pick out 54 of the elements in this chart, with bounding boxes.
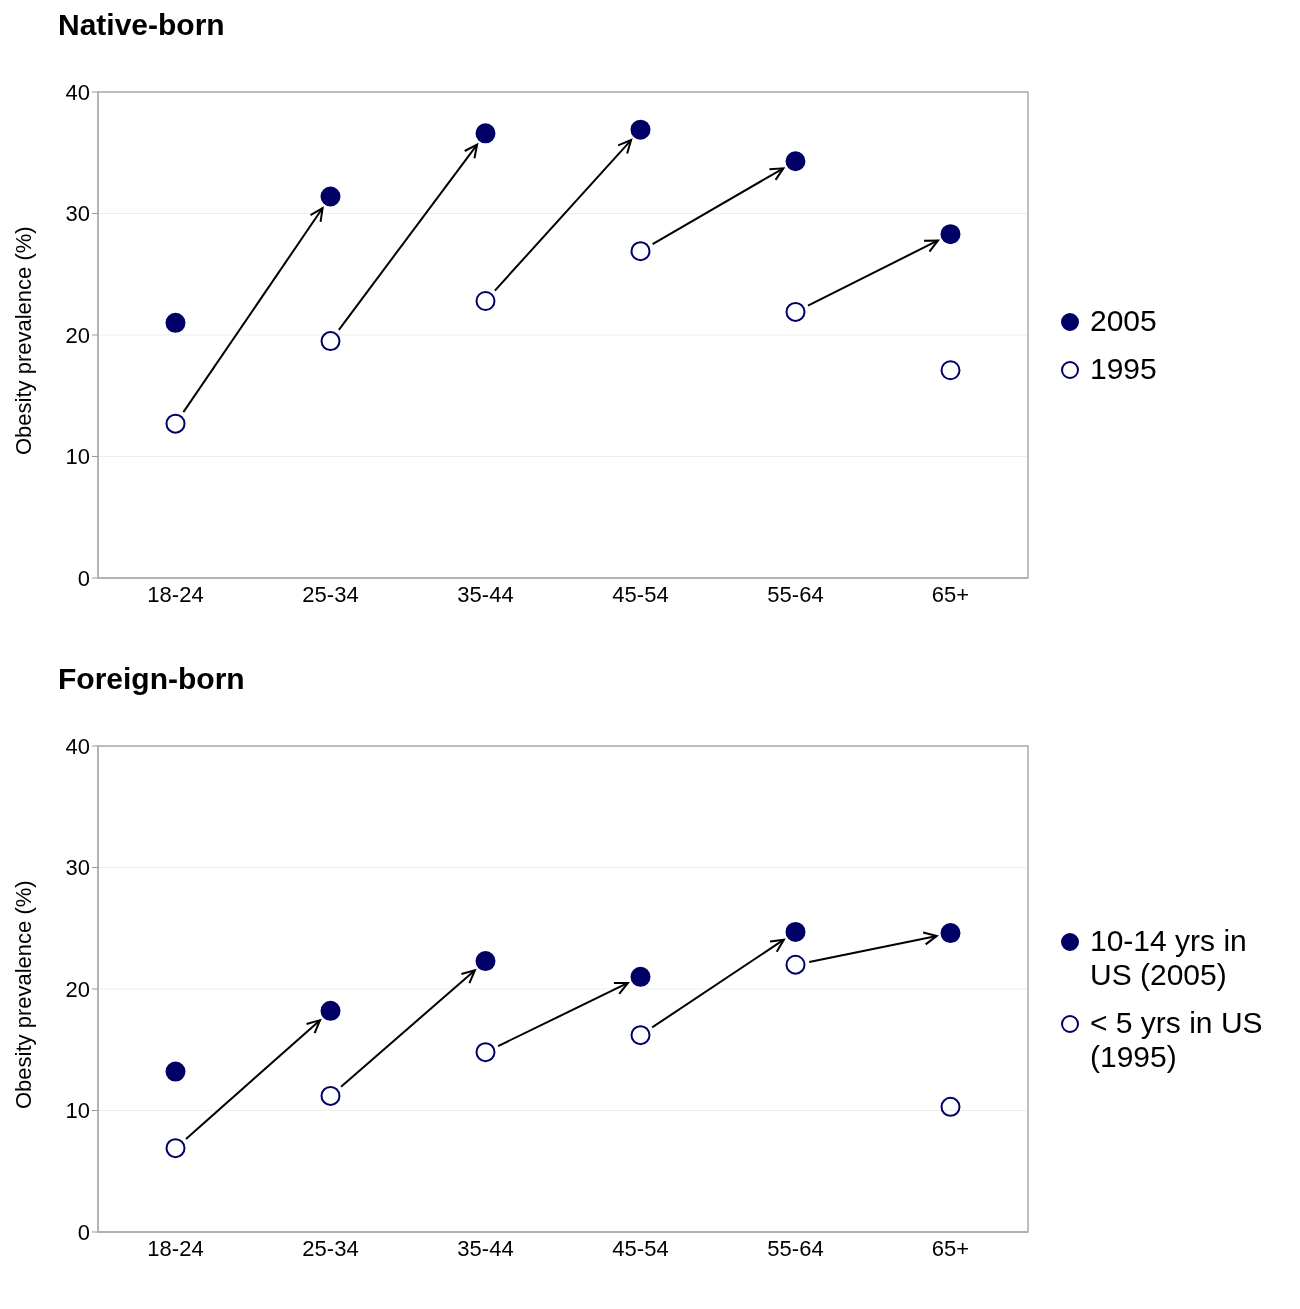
point xyxy=(785,954,806,975)
x-tick-label: 55-64 xyxy=(767,1235,824,1261)
point xyxy=(475,951,496,972)
point xyxy=(165,1138,186,1159)
point xyxy=(165,413,186,434)
point xyxy=(630,966,651,987)
x-tick-label: 35-44 xyxy=(457,1235,514,1261)
x-tick-label: 65+ xyxy=(931,1235,970,1261)
point xyxy=(320,331,341,352)
x-tick-label: 25-34 xyxy=(302,1235,359,1261)
legend-label: < 5 yrs in US (1995) xyxy=(1090,1006,1264,1074)
chart-title: Native-born xyxy=(58,8,226,42)
legend-label: 1995 xyxy=(1090,352,1157,386)
x-tick-label: 55-64 xyxy=(767,581,824,607)
x-tick-label: 65+ xyxy=(931,581,970,607)
y-tick-label: 0 xyxy=(77,565,90,591)
point xyxy=(630,1025,651,1046)
y-axis-title: Obesity prevalence (%) xyxy=(10,880,36,1109)
point xyxy=(940,224,961,245)
y-tick-label: 10 xyxy=(65,1098,90,1124)
point xyxy=(940,923,961,944)
legend-label: 2005 xyxy=(1090,304,1157,338)
point xyxy=(630,241,651,262)
y-tick-label: 20 xyxy=(65,976,90,1002)
point xyxy=(475,123,496,144)
y-axis-title: Obesity prevalence (%) xyxy=(10,226,36,455)
y-tick-label: 40 xyxy=(65,79,90,105)
point xyxy=(165,312,186,333)
y-tick-label: 30 xyxy=(65,201,90,227)
y-tick-label: 40 xyxy=(65,733,90,759)
point xyxy=(475,290,496,311)
point xyxy=(165,1061,186,1082)
point xyxy=(940,1096,961,1117)
x-tick-label: 45-54 xyxy=(612,1235,669,1261)
x-tick-label: 25-34 xyxy=(302,581,359,607)
point xyxy=(475,1042,496,1063)
x-tick-label: 18-24 xyxy=(147,581,204,607)
x-tick-label: 45-54 xyxy=(612,581,669,607)
point xyxy=(785,151,806,172)
y-tick-label: 10 xyxy=(65,444,90,470)
point xyxy=(320,186,341,207)
x-tick-label: 35-44 xyxy=(457,581,514,607)
chart-title: Foreign-born xyxy=(58,662,246,696)
legend-label: 10-14 yrs in US (2005) xyxy=(1090,924,1248,992)
point xyxy=(320,1085,341,1106)
point xyxy=(940,360,961,381)
y-tick-label: 20 xyxy=(65,322,90,348)
x-tick-label: 18-24 xyxy=(147,1235,204,1261)
point xyxy=(785,301,806,322)
point xyxy=(785,921,806,942)
y-tick-label: 0 xyxy=(77,1219,90,1245)
point xyxy=(630,119,651,140)
y-tick-label: 30 xyxy=(65,855,90,881)
point xyxy=(320,1000,341,1021)
